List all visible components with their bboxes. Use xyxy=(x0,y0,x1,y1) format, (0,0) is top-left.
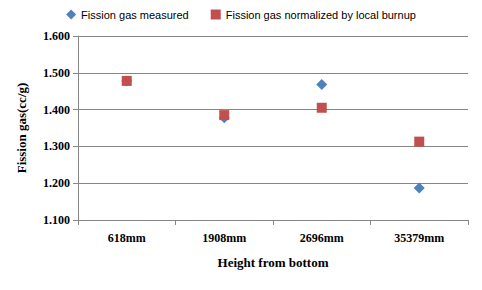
svg-text:1.100: 1.100 xyxy=(43,213,70,227)
svg-text:Height from bottom: Height from bottom xyxy=(218,255,329,270)
svg-text:35379mm: 35379mm xyxy=(394,231,444,245)
svg-text:Fission gas measured: Fission gas measured xyxy=(81,9,189,21)
svg-text:2696mm: 2696mm xyxy=(300,231,344,245)
svg-text:1908mm: 1908mm xyxy=(202,231,246,245)
svg-text:Fission gas normalized by loca: Fission gas normalized by local burnup xyxy=(226,9,416,21)
svg-text:618mm: 618mm xyxy=(108,231,146,245)
svg-text:1.400: 1.400 xyxy=(43,103,70,117)
svg-text:1.200: 1.200 xyxy=(43,176,70,190)
svg-text:Fission gas(cc/g): Fission gas(cc/g) xyxy=(14,83,29,174)
svg-text:1.500: 1.500 xyxy=(43,66,70,80)
svg-text:1.600: 1.600 xyxy=(43,29,70,43)
svg-text:1.300: 1.300 xyxy=(43,139,70,153)
